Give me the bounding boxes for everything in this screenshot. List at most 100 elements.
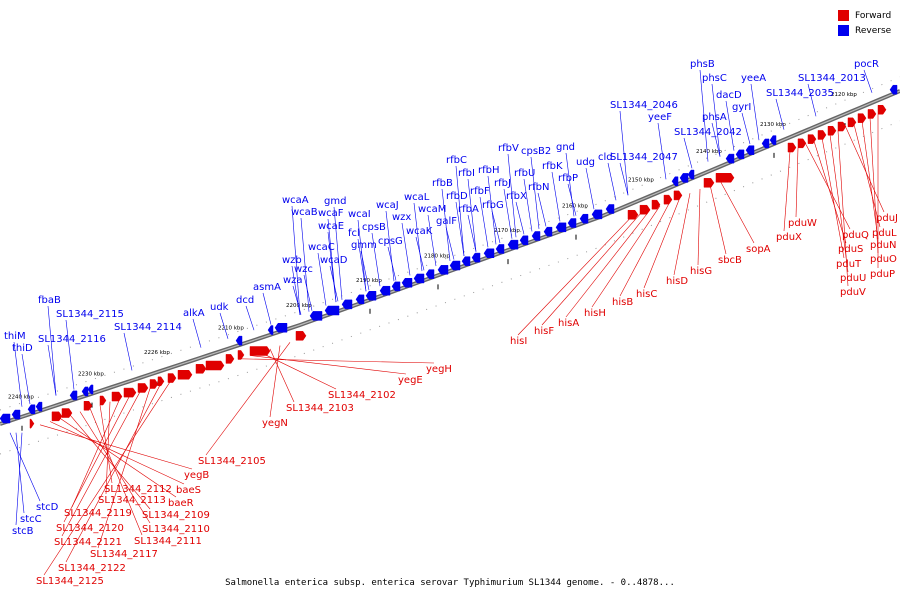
- forward-leader-line: [783, 151, 791, 232]
- forward-gene-label: baeR: [168, 498, 194, 509]
- forward-leader-line: [259, 351, 337, 390]
- forward-leader-line: [269, 345, 281, 418]
- reverse-gene-label: cpsG: [378, 236, 403, 247]
- reverse-gene-label: rfbJ: [494, 178, 511, 189]
- reverse-gene-feature: [413, 273, 425, 284]
- reverse-leader-line: [683, 137, 693, 169]
- reverse-leader-line: [413, 202, 423, 272]
- reverse-gene-label: SL1344_2013: [798, 73, 866, 84]
- reverse-gene-label: stcB: [12, 526, 34, 537]
- reverse-gene-label: cpsB2: [521, 146, 551, 157]
- reverse-gene-feature: [483, 248, 495, 259]
- reverse-leader-line: [47, 344, 57, 396]
- forward-gene-label: pduW: [788, 218, 817, 229]
- reverse-leader-line: [360, 250, 370, 291]
- forward-gene-label: SL1344_2125: [36, 576, 104, 587]
- forward-leader-line: [837, 131, 849, 287]
- reverse-leader-line: [441, 188, 451, 262]
- reverse-gene-label: SL1344_2042: [674, 127, 742, 138]
- forward-gene-label: hisG: [690, 266, 712, 277]
- forward-gene-feature: [29, 418, 35, 429]
- reverse-leader-line: [467, 214, 477, 252]
- forward-leader-line: [99, 404, 113, 484]
- forward-gene-feature: [827, 125, 837, 136]
- forward-gene-label: hisH: [584, 308, 606, 319]
- tick-label: 2160 kbp: [562, 204, 588, 210]
- forward-gene-label: pduJ: [876, 213, 898, 224]
- forward-gene-label: SL1344_2102: [328, 390, 396, 401]
- forward-gene-feature: [123, 387, 137, 398]
- forward-gene-label: SL1344_2122: [58, 563, 126, 574]
- reverse-gene-feature: [379, 285, 391, 296]
- reverse-leader-line: [725, 100, 735, 151]
- reverse-leader-line: [699, 69, 709, 162]
- forward-gene-feature: [867, 109, 877, 119]
- forward-gene-feature: [787, 142, 797, 153]
- forward-leader-line: [813, 141, 847, 244]
- forward-gene-label: pduL: [872, 228, 897, 239]
- reverse-leader-line: [711, 83, 721, 157]
- reverse-gene-feature: [761, 138, 770, 149]
- reverse-gene-label: gnd: [556, 142, 575, 153]
- reverse-leader-line: [523, 178, 533, 232]
- reverse-gene-feature: [267, 325, 274, 335]
- tick-label: 2230 kbp: [78, 372, 104, 378]
- reverse-leader-line: [657, 122, 667, 180]
- reverse-gene-feature: [401, 278, 413, 288]
- forward-leader-line: [619, 201, 671, 297]
- forward-gene-feature: [177, 370, 193, 380]
- reverse-gene-label: SL1344_2046: [610, 100, 678, 111]
- reverse-leader-line: [487, 175, 497, 245]
- reverse-gene-label: rfbU: [514, 168, 535, 179]
- forward-gene-label: SL1344_2110: [142, 524, 210, 535]
- reverse-gene-feature: [579, 213, 589, 224]
- forward-gene-label: sopA: [746, 244, 771, 255]
- legend: Forward Reverse: [838, 8, 891, 38]
- reverse-leader-line: [317, 252, 327, 306]
- forward-gene-label: sbcB: [718, 255, 742, 266]
- reverse-gene-feature: [0, 413, 11, 424]
- forward-leader-line: [65, 385, 161, 563]
- forward-gene-label: SL1344_2119: [64, 508, 132, 519]
- reverse-leader-line: [15, 432, 23, 526]
- reverse-leader-line: [479, 196, 489, 248]
- reverse-gene-feature: [471, 252, 481, 263]
- forward-gene-feature: [157, 376, 165, 387]
- reverse-gene-feature: [81, 386, 89, 397]
- forward-gene-feature: [663, 194, 673, 205]
- forward-gene-feature: [807, 134, 817, 144]
- reverse-gene-label: udg: [576, 157, 595, 168]
- reverse-gene-feature: [679, 173, 689, 183]
- reverse-leader-line: [385, 210, 395, 282]
- forward-leader-line: [565, 209, 651, 318]
- tick-label: 2190 kbp: [356, 278, 382, 284]
- reverse-gene-feature: [235, 335, 243, 346]
- reverse-gene-feature: [27, 404, 36, 415]
- reverse-gene-label: rfbN: [528, 182, 549, 193]
- forward-leader-line: [853, 124, 881, 228]
- tick-label: 2130 kbp: [760, 122, 786, 128]
- forward-gene-feature: [627, 209, 639, 220]
- tick-label: 2226 kbp: [144, 350, 170, 356]
- forward-gene-feature: [149, 379, 159, 389]
- reverse-leader-line: [192, 318, 202, 348]
- forward-leader-line: [49, 421, 185, 485]
- forward-gene-feature: [111, 391, 123, 402]
- reverse-leader-line: [515, 201, 525, 235]
- forward-gene-label: SL1344_2105: [198, 456, 266, 467]
- tick-label: 2150 kbp: [628, 177, 654, 183]
- tick-label: 2170 kbp: [494, 228, 520, 234]
- forward-gene-feature: [295, 331, 307, 341]
- reverse-gene-label: dacD: [716, 90, 742, 101]
- forward-gene-feature: [195, 364, 207, 374]
- reverse-gene-label: rfbI: [458, 168, 475, 179]
- reverse-gene-feature: [605, 204, 615, 214]
- reverse-leader-line: [303, 274, 313, 311]
- forward-gene-label: SL1344_2121: [54, 537, 122, 548]
- reverse-gene-label: thiD: [12, 343, 33, 354]
- reverse-leader-line: [262, 292, 272, 325]
- forward-gene-label: hisD: [666, 276, 688, 287]
- reverse-gene-label: wcaA: [282, 195, 309, 206]
- forward-leader-line: [59, 417, 177, 498]
- forward-gene-label: pduS: [838, 244, 863, 255]
